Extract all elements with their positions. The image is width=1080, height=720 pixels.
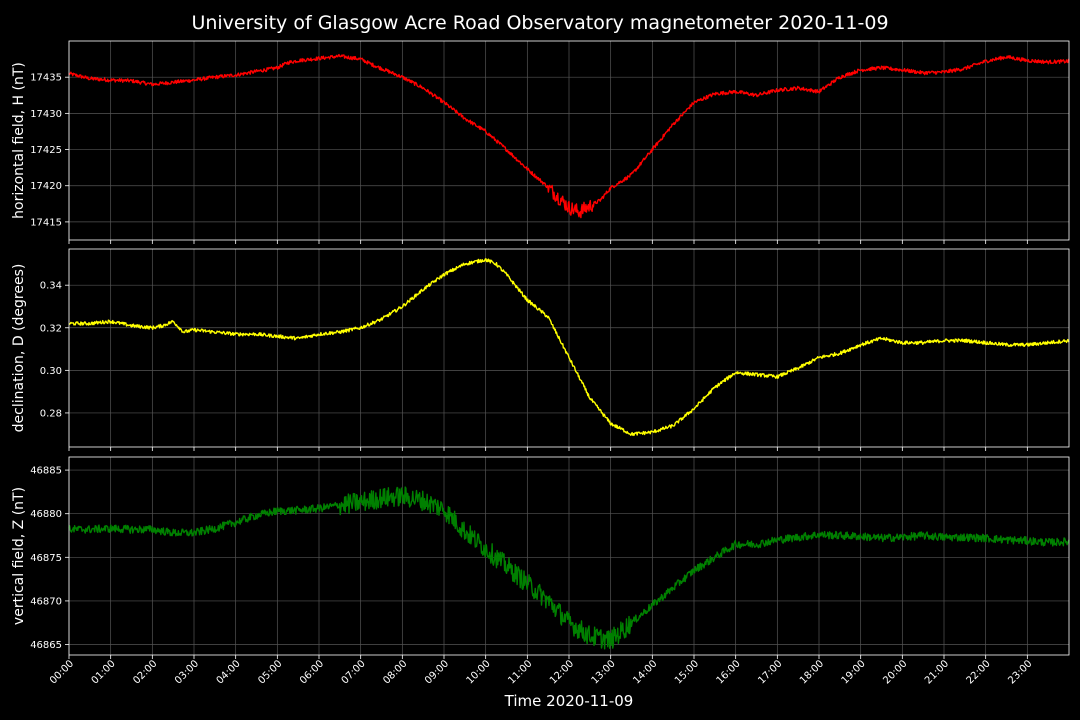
y-tick-label: 0.28 xyxy=(40,408,62,419)
series-line-H xyxy=(68,53,1070,219)
series-line-D xyxy=(68,258,1070,437)
panel-D: 0.28 0.30 0.32 0.34 declination, D (degrees) xyxy=(11,248,1070,451)
y-axis-label-H: horizontal field, H (nT) xyxy=(11,62,27,219)
y-tick-label: 0.30 xyxy=(40,366,62,377)
y-tick-label: 17420 xyxy=(30,181,62,192)
y-tick-label: 17430 xyxy=(30,109,62,120)
y-axis-label-D: declination, D (degrees) xyxy=(11,264,27,433)
y-tick-label: 0.34 xyxy=(40,281,62,292)
y-tick-label: 17435 xyxy=(30,73,62,84)
y-tick-label: 46880 xyxy=(30,509,62,520)
series-line-Z xyxy=(68,486,1070,650)
y-tick-label: 0.32 xyxy=(40,323,62,334)
y-tick-label: 46870 xyxy=(30,596,62,607)
y-tick-label: 17415 xyxy=(30,217,62,228)
y-tick-label: 46875 xyxy=(30,553,62,564)
y-axis-label-Z: vertical field, Z (nT) xyxy=(11,487,27,625)
y-tick-label: 46865 xyxy=(30,640,62,651)
y-tick-label: 46885 xyxy=(30,466,62,477)
figure-title: University of Glasgow Acre Road Observat… xyxy=(191,12,888,34)
x-axis-label: Time 2020-11-09 xyxy=(504,692,634,710)
y-tick-label: 17425 xyxy=(30,145,62,156)
